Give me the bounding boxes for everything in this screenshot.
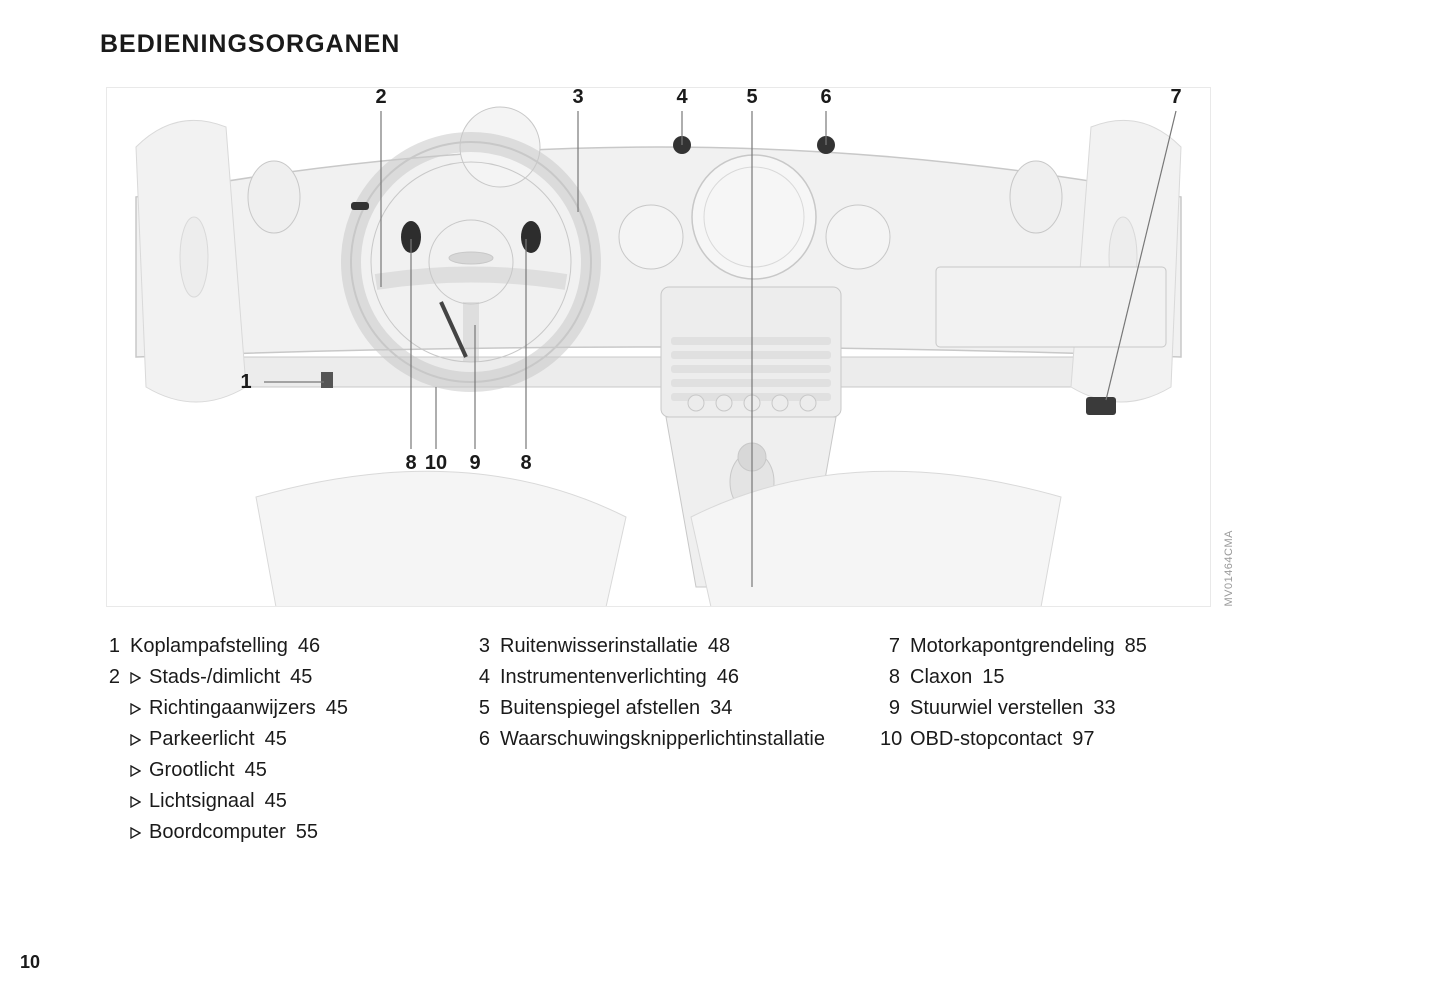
image-code: MV01464CMA [1223,530,1235,607]
svg-text:1: 1 [240,371,251,393]
legend-item: 4Instrumentenverlichting46 [470,662,880,693]
legend-subitem: Boordcomputer55 [100,817,470,848]
svg-text:5: 5 [746,87,757,108]
legend-col-1: 1Koplampafstelling462Stads-/dimlicht45Ri… [100,631,470,848]
legend-subitem: Richtingaanwijzers45 [100,693,470,724]
legend-col-2: 3Ruitenwisserinstallatie484Instrumentenv… [470,631,880,848]
legend-item: 5Buitenspiegel afstellen34 [470,693,880,724]
svg-text:10: 10 [425,452,447,474]
legend-subitem: Lichtsignaal45 [100,786,470,817]
page-title: BEDIENINGSORGANEN [100,30,1355,59]
svg-text:3: 3 [572,87,583,108]
svg-text:2: 2 [375,87,386,108]
svg-text:8: 8 [520,452,531,474]
legend-subitem: 2Stads-/dimlicht45 [100,662,470,693]
svg-text:8: 8 [405,452,416,474]
legend-subitem: Grootlicht45 [100,755,470,786]
legend: 1Koplampafstelling462Stads-/dimlicht45Ri… [100,631,1355,848]
legend-subitem: Parkeerlicht45 [100,724,470,755]
legend-item: 8Claxon15 [880,662,1220,693]
dashboard-figure: 123456781098 MV01464CMA [106,87,1211,607]
svg-text:9: 9 [469,452,480,474]
svg-text:7: 7 [1170,87,1181,108]
page-number: 10 [20,952,40,973]
svg-text:4: 4 [676,87,688,108]
dashboard-svg: 1 2 3 4 5 6 7 8 10 9 8 [106,87,1211,607]
legend-item: 6Waarschuwingsknipperlichtinstallatie [470,724,880,755]
svg-text:6: 6 [820,87,831,108]
legend-col-3: 7Motorkapontgrendeling858Claxon159Stuurw… [880,631,1220,848]
legend-item: 1Koplampafstelling46 [100,631,470,662]
legend-item: 7Motorkapontgrendeling85 [880,631,1220,662]
legend-item: 3Ruitenwisserinstallatie48 [470,631,880,662]
legend-item: 9Stuurwiel verstellen33 [880,693,1220,724]
legend-item: 10OBD-stopcontact97 [880,724,1220,755]
